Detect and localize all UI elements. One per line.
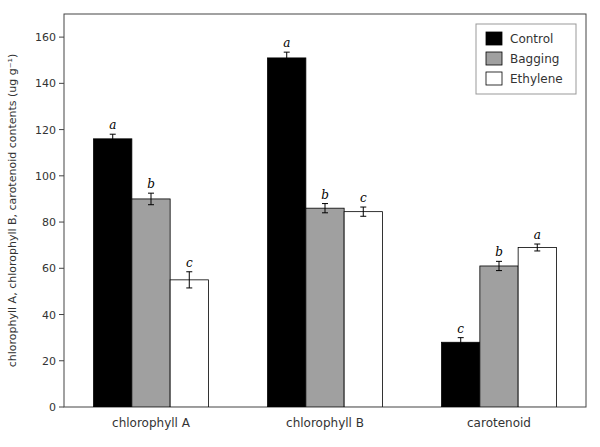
y-axis-label: chlorophyll A, chlorophyll B, carotenoid… [6, 54, 19, 368]
legend: Control Bagging Ethylene [476, 24, 576, 94]
error-bar [534, 244, 540, 251]
legend-label: Ethylene [510, 72, 563, 86]
plot-frame [64, 14, 586, 407]
y-tick [59, 360, 64, 361]
significance-letter: c [360, 191, 367, 205]
y-tick-label: 0 [49, 401, 56, 414]
bar [344, 212, 382, 407]
y-tick-label: 120 [35, 124, 56, 137]
bar [306, 208, 344, 407]
significance-letter: a [534, 228, 541, 242]
y-tick [59, 129, 64, 130]
y-tick-label: 140 [35, 77, 56, 90]
error-bar [284, 52, 290, 64]
legend-swatch [486, 52, 502, 65]
error-bar [148, 193, 154, 205]
y-tick [59, 222, 64, 223]
significance-letter: c [186, 256, 193, 270]
legend-label: Control [510, 32, 553, 46]
y-tick [59, 407, 64, 408]
error-bar [496, 261, 502, 270]
y-tick [59, 83, 64, 84]
error-bar [458, 338, 464, 347]
significance-letter: b [495, 245, 503, 259]
y-tick-label: 100 [35, 170, 56, 183]
bar [442, 342, 480, 407]
error-bar [322, 204, 328, 213]
significance-letter: b [321, 188, 329, 202]
legend-label: Bagging [510, 52, 559, 66]
y-tick [59, 175, 64, 176]
legend-swatch [486, 72, 502, 85]
significance-letter: b [147, 177, 155, 191]
x-tick-label: chlorophyll B [286, 416, 364, 430]
bars [94, 52, 557, 407]
y-tick [59, 268, 64, 269]
y-tick-label: 40 [42, 309, 56, 322]
y-tick [59, 37, 64, 38]
y-tick-label: 80 [42, 216, 56, 229]
legend-swatch [486, 32, 502, 45]
significance-letter: a [283, 36, 290, 50]
y-tick [59, 314, 64, 315]
legend-box [476, 24, 576, 94]
y-tick-label: 20 [42, 355, 56, 368]
bar [94, 139, 132, 407]
bar [480, 266, 518, 407]
significance-letter: c [457, 322, 464, 336]
y-tick-label: 60 [42, 262, 56, 275]
bar [170, 280, 208, 407]
x-tick-label: chlorophyll A [112, 416, 191, 430]
bar [132, 199, 170, 407]
error-bar [110, 134, 116, 143]
x-tick-label: carotenoid [467, 416, 531, 430]
bar [518, 247, 556, 407]
significance-letter: a [109, 118, 116, 132]
chart: 0 20 40 60 80 100 120 140 160 chlorophyll A chloro… [0, 0, 600, 447]
bar [268, 58, 306, 407]
error-bar [360, 207, 366, 216]
y-tick-label: 160 [35, 31, 56, 44]
error-bar [186, 272, 192, 288]
